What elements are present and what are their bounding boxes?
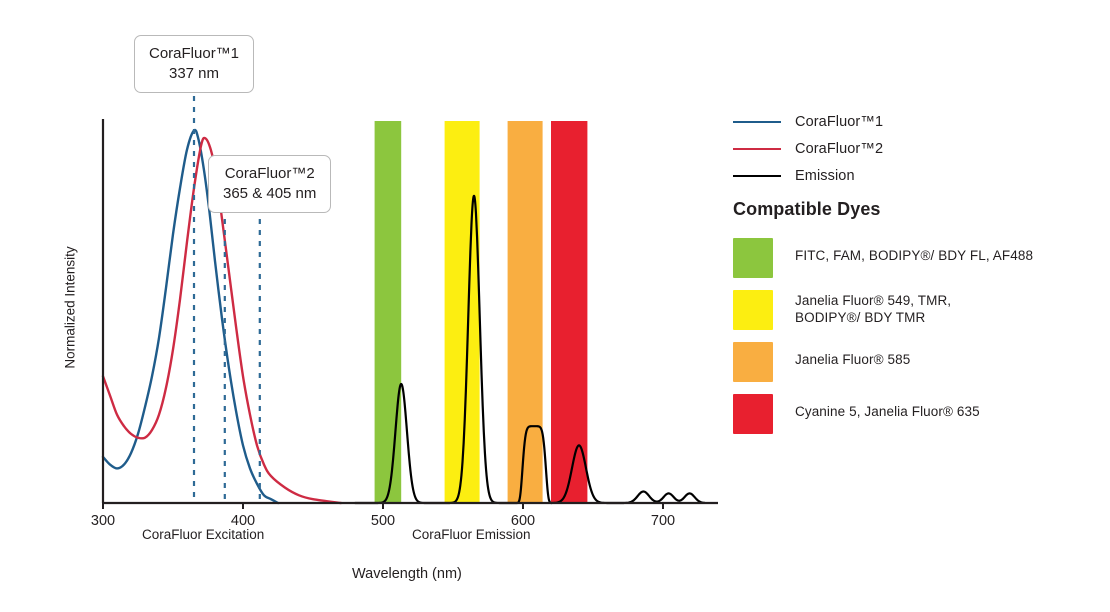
dye-item-3: Janelia Fluor® 585	[733, 342, 910, 382]
callout-corafluor-2: CoraFluor™2 365 & 405 nm	[208, 155, 332, 213]
legend-item-label: Emission	[795, 167, 855, 184]
dye-item-1: FITC, FAM, BODIPY®/ BDY FL, AF488	[733, 238, 1033, 278]
series-legend: CoraFluor™1 CoraFluor™2 Emission	[733, 108, 1083, 189]
excitation-marker-lines	[192, 96, 261, 503]
dye-item-4: Cyanine 5, Janelia Fluor® 635	[733, 394, 980, 434]
legend-line-icon	[733, 147, 781, 150]
legend-item-label: CoraFluor™1	[795, 113, 884, 130]
callout-corafluor-1: CoraFluor™1 337 nm	[134, 35, 255, 93]
dye-item-2: Janelia Fluor® 549, TMR, BODIPY®/ BDY TMR	[733, 290, 951, 330]
x-axis-title: Wavelength (nm)	[352, 566, 462, 582]
curve-emission	[353, 194, 706, 505]
legend-item-1: CoraFluor™1	[733, 108, 1083, 135]
dye-item-label: Janelia Fluor® 549, TMR, BODIPY®/ BDY TMR	[795, 293, 952, 325]
band-red	[551, 121, 588, 503]
dye-color-swatch	[733, 290, 773, 330]
chart-axes	[101, 119, 718, 505]
dye-item-label: FITC, FAM, BODIPY®/ BDY FL, AF488	[795, 248, 1034, 263]
compatible-dyes-title: Compatible Dyes	[733, 199, 881, 219]
x-tick-label-600: 600	[511, 513, 535, 529]
band-yellow	[444, 121, 480, 503]
x-tick-label-700: 700	[651, 513, 675, 529]
legend-line-icon	[733, 120, 781, 123]
callout-cf2-title: CoraFluor™2	[224, 165, 315, 182]
x-tick-label-500: 500	[371, 513, 395, 529]
emission-band-bars	[374, 121, 588, 503]
callout-cf1-value: 337 nm	[168, 65, 220, 82]
dye-item-label: Cyanine 5, Janelia Fluor® 635	[795, 404, 980, 419]
legend-item-label: CoraFluor™2	[795, 140, 884, 157]
x-axis-ticks: 300 400 500 600 700	[91, 503, 675, 529]
x-tick-label-400: 400	[231, 513, 255, 529]
legend-item-2: CoraFluor™2	[733, 135, 1083, 162]
legend-item-3: Emission	[733, 162, 1083, 189]
dye-color-swatch	[733, 342, 773, 382]
band-green	[374, 121, 402, 503]
dye-color-swatch	[733, 394, 773, 434]
legend-line-icon	[733, 174, 781, 177]
y-axis-title: Normalized Intensity	[62, 246, 78, 369]
curve-corafluor-2	[101, 136, 343, 505]
x-tick-label-300: 300	[91, 513, 115, 529]
axis-section-excitation: CoraFluor Excitation	[142, 527, 265, 542]
callout-cf1-title: CoraFluor™1	[149, 45, 240, 62]
dye-item-label: Janelia Fluor® 585	[795, 352, 911, 367]
axis-section-emission: CoraFluor Emission	[412, 527, 531, 542]
dye-color-swatch	[733, 238, 773, 278]
callout-cf2-value: 365 & 405 nm	[223, 185, 317, 202]
